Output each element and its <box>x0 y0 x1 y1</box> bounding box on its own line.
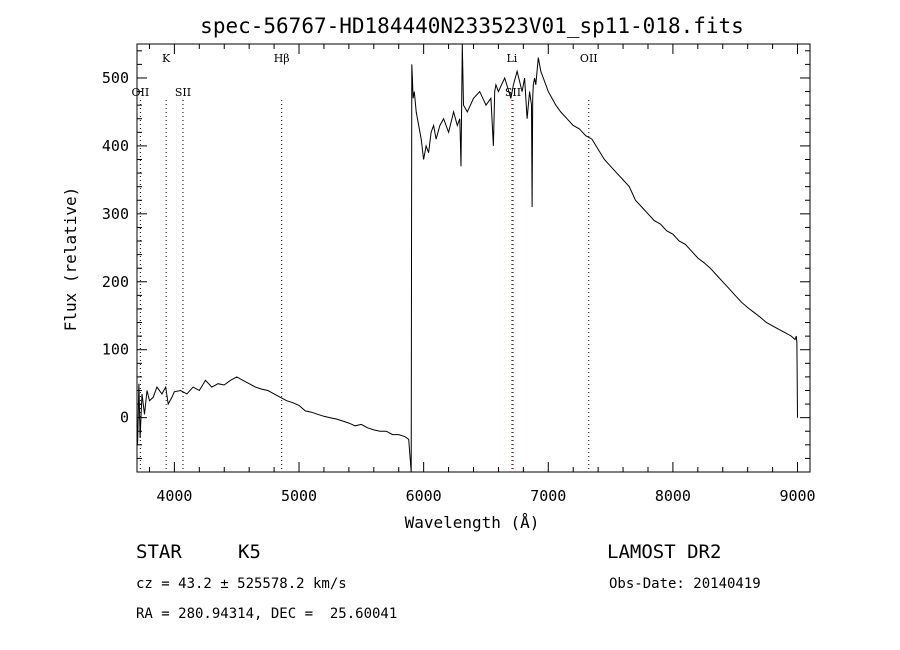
object-class: STAR <box>136 541 182 563</box>
x-tick-label: 8000 <box>655 487 691 505</box>
chart-title: spec-56767-HD184440N233523V01_sp11-018.f… <box>200 14 744 38</box>
y-tick-label: 200 <box>102 273 129 291</box>
y-tick-label: 300 <box>102 205 129 223</box>
survey-name: LAMOST DR2 <box>607 541 722 563</box>
spectral-line-label: OII <box>132 86 150 99</box>
x-tick-label: 5000 <box>281 487 317 505</box>
object-subclass: K5 <box>238 541 261 563</box>
observation-date: Obs-Date: 20140419 <box>609 576 761 592</box>
y-tick-label: 400 <box>102 137 129 155</box>
x-tick-label: 6000 <box>406 487 442 505</box>
spectral-lines-layer: OII K SII Hβ Li SII OII <box>132 52 598 472</box>
plot-frame <box>136 43 811 473</box>
spectral-line-label: OII <box>580 52 598 65</box>
x-tick-label: 4000 <box>156 487 192 505</box>
spectral-line-label: K <box>162 52 171 65</box>
spectral-line-label: SII <box>505 86 521 99</box>
axis-ticks-layer: 4000 5000 6000 7000 8000 9000 0 100 200 300 400 500 <box>102 44 816 505</box>
spectral-line-label: Li <box>506 52 517 65</box>
spectral-line-label: SII <box>175 86 191 99</box>
y-tick-label: 100 <box>102 341 129 359</box>
spectral-line-label: Hβ <box>274 52 290 65</box>
x-tick-label: 9000 <box>779 487 815 505</box>
redshift-readout: cz = 43.2 ± 525578.2 km/s <box>136 576 347 592</box>
coordinates-readout: RA = 280.94314, DEC = 25.60041 <box>136 606 398 622</box>
y-axis-label: Flux (relative) <box>61 187 80 332</box>
x-axis-label: Wavelength (Å) <box>405 513 540 532</box>
x-tick-label: 7000 <box>530 487 566 505</box>
spectrum-line <box>137 43 798 473</box>
y-tick-label: 500 <box>102 69 129 87</box>
y-tick-label: 0 <box>120 409 129 427</box>
